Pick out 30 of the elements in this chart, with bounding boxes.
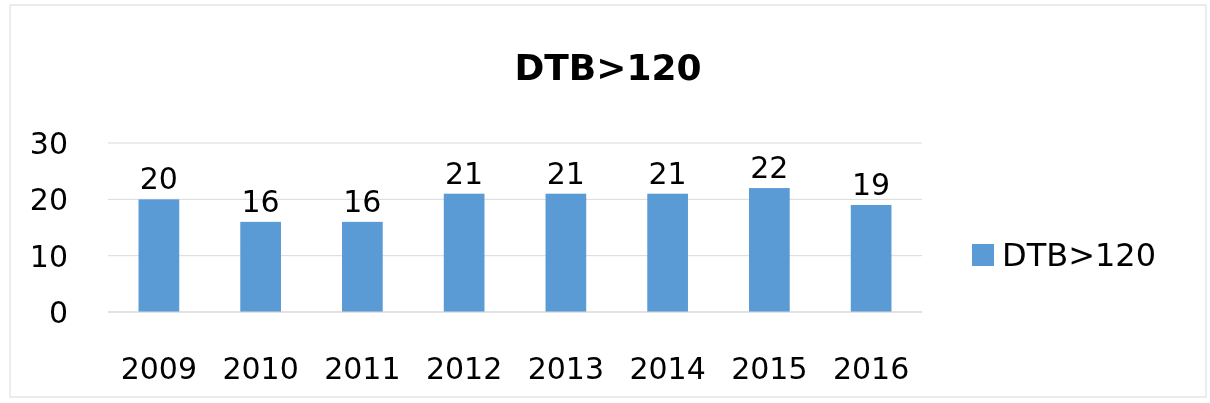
data-label: 19 (852, 166, 891, 202)
bar (443, 193, 485, 312)
bar (850, 204, 892, 312)
x-tick-label: 2009 (120, 351, 198, 386)
bar (545, 193, 587, 312)
legend-label: DTB>120 (1002, 236, 1157, 274)
x-tick-label: 2012 (425, 351, 503, 386)
data-label: 21 (648, 155, 687, 191)
bar (240, 221, 281, 312)
y-tick-label: 20 (29, 182, 68, 218)
x-tick-label: 2010 (222, 351, 299, 386)
bar (342, 221, 383, 312)
data-label: 16 (343, 183, 382, 219)
x-tick-label: 2016 (832, 351, 910, 386)
x-tick-label: 2013 (527, 351, 605, 386)
data-label: 22 (750, 150, 789, 186)
y-tick-label: 0 (48, 295, 68, 330)
data-label: 21 (445, 155, 484, 191)
data-label: 21 (546, 155, 585, 191)
x-tick-label: 2015 (731, 351, 808, 386)
data-label: 16 (241, 183, 280, 219)
x-tick-label: 2011 (324, 351, 401, 386)
bar (138, 199, 180, 312)
y-tick-label: 30 (29, 126, 68, 161)
y-tick-label: 10 (29, 238, 68, 274)
bar (647, 193, 688, 312)
x-tick-label: 2014 (629, 351, 706, 386)
bar (749, 188, 790, 312)
data-label: 20 (139, 161, 178, 197)
chart-title: DTB>120 (514, 47, 702, 88)
